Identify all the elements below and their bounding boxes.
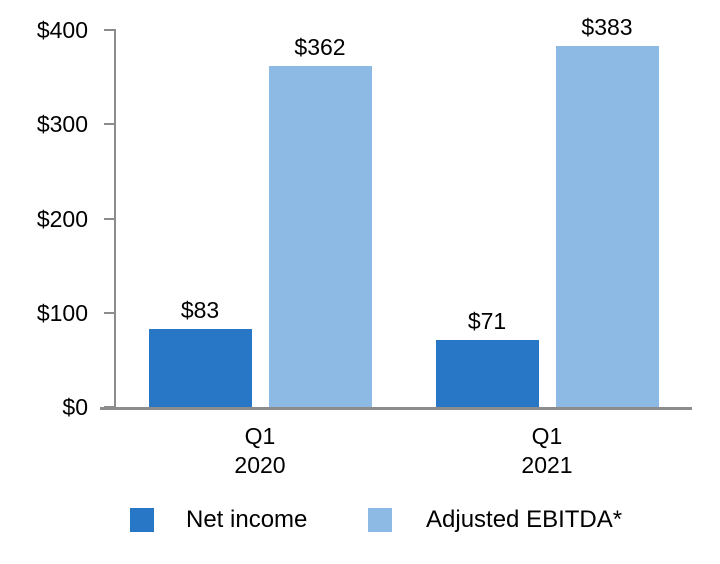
x-axis-category-label: Q1 2020 <box>180 422 340 480</box>
y-axis-tick-label: $400 <box>36 17 88 43</box>
y-axis-tick-label: $0 <box>62 394 88 420</box>
legend-swatch <box>130 508 154 532</box>
bar-value-label: $383 <box>581 14 633 40</box>
x-axis-category-line: Q1 <box>531 423 563 449</box>
y-axis-tick <box>104 311 116 314</box>
bar-value-label: $71 <box>467 308 507 334</box>
bar-value-label: $83 <box>180 297 220 323</box>
y-axis-tick <box>104 406 116 408</box>
x-axis-line <box>100 407 692 410</box>
legend-label: Net income <box>186 506 308 533</box>
y-axis-tick-label: $200 <box>36 205 88 232</box>
legend-swatch <box>368 508 392 532</box>
bar-adjusted-ebitda <box>268 66 372 407</box>
x-axis-category-line: 2020 <box>234 452 286 478</box>
y-axis-tick-label: $100 <box>36 299 88 326</box>
y-axis-tick-label: $300 <box>36 111 88 138</box>
x-axis-category-line: Q1 <box>244 423 276 449</box>
x-axis-category-line: 2021 <box>521 452 573 478</box>
x-axis-category-label: Q1 2021 <box>467 422 627 480</box>
y-axis-tick <box>104 29 116 31</box>
y-axis-line <box>114 30 116 409</box>
bar-net-income <box>435 340 539 407</box>
bar-adjusted-ebitda <box>555 46 659 407</box>
y-axis-tick <box>104 217 116 220</box>
y-axis-tick <box>104 123 116 126</box>
legend-label: Adjusted EBITDA* <box>426 506 623 533</box>
bar-net-income <box>148 329 252 407</box>
bar-value-label: $362 <box>294 34 346 60</box>
